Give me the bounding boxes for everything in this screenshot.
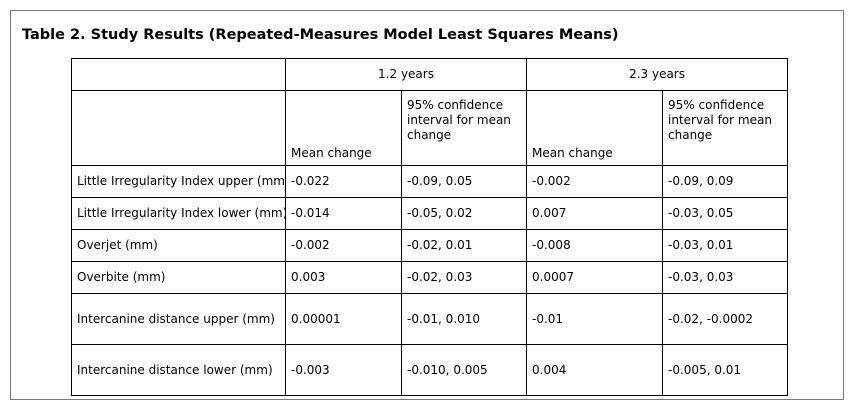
cell-ci-2-3y: -0.02, -0.0002 xyxy=(662,293,789,345)
cell-ci-1-2y: -0.02, 0.01 xyxy=(400,229,528,262)
group-header-2-3-years: 2.3 years xyxy=(526,58,789,91)
cell-mean-change-2-3y: 0.0007 xyxy=(526,261,664,294)
cell-mean-change-1-2y: -0.003 xyxy=(285,344,402,396)
cell-mean-change-2-3y: 0.007 xyxy=(526,197,664,230)
cell-ci-1-2y: -0.09, 0.05 xyxy=(400,165,528,198)
cell-ci-2-3y: -0.03, 0.01 xyxy=(662,229,789,262)
cell-mean-change-2-3y: -0.002 xyxy=(526,165,664,198)
subheader-row: Mean change 95% confidence interval for … xyxy=(71,90,789,166)
cell-mean-change-1-2y: 0.003 xyxy=(285,261,402,294)
table-row: Little Irregularity Index upper (mm) -0.… xyxy=(71,165,789,198)
table-row: Overbite (mm) 0.003 -0.02, 0.03 0.0007 -… xyxy=(71,261,789,294)
cell-ci-1-2y: -0.010, 0.005 xyxy=(400,344,528,396)
row-label: Overbite (mm) xyxy=(71,261,286,294)
row-label: Little Irregularity Index lower (mm) xyxy=(71,197,286,230)
row-label: Intercanine distance lower (mm) xyxy=(71,344,286,396)
cell-mean-change-1-2y: -0.022 xyxy=(285,165,402,198)
cell-ci-2-3y: -0.03, 0.03 xyxy=(662,261,789,294)
group-header-row: 1.2 years 2.3 years xyxy=(71,58,789,91)
subheader-ci-1: 95% confidence interval for mean change xyxy=(400,90,528,166)
results-table: 1.2 years 2.3 years Mean change 95% conf… xyxy=(71,58,789,396)
cell-ci-2-3y: -0.09, 0.09 xyxy=(662,165,789,198)
cell-mean-change-1-2y: 0.00001 xyxy=(285,293,402,345)
subheader-empty-cell xyxy=(71,90,286,166)
table-row: Intercanine distance lower (mm) -0.003 -… xyxy=(71,344,789,396)
cell-ci-1-2y: -0.05, 0.02 xyxy=(400,197,528,230)
row-label: Little Irregularity Index upper (mm) xyxy=(71,165,286,198)
cell-ci-1-2y: -0.01, 0.010 xyxy=(400,293,528,345)
cell-mean-change-2-3y: -0.008 xyxy=(526,229,664,262)
cell-ci-2-3y: -0.005, 0.01 xyxy=(662,344,789,396)
subheader-mean-change-1: Mean change xyxy=(285,90,402,166)
table-row: Little Irregularity Index lower (mm) -0.… xyxy=(71,197,789,230)
cell-mean-change-2-3y: 0.004 xyxy=(526,344,664,396)
cell-mean-change-1-2y: -0.014 xyxy=(285,197,402,230)
cell-mean-change-1-2y: -0.002 xyxy=(285,229,402,262)
header-empty-cell xyxy=(71,58,286,91)
cell-ci-2-3y: -0.03, 0.05 xyxy=(662,197,789,230)
row-label: Overjet (mm) xyxy=(71,229,286,262)
row-label: Intercanine distance upper (mm) xyxy=(71,293,286,345)
table-title: Table 2. Study Results (Repeated-Measure… xyxy=(22,27,619,43)
cell-mean-change-2-3y: -0.01 xyxy=(526,293,664,345)
subheader-mean-change-2: Mean change xyxy=(526,90,664,166)
group-header-1-2-years: 1.2 years xyxy=(284,58,528,91)
table-row: Intercanine distance upper (mm) 0.00001 … xyxy=(71,293,789,345)
cell-ci-1-2y: -0.02, 0.03 xyxy=(400,261,528,294)
table-row: Overjet (mm) -0.002 -0.02, 0.01 -0.008 -… xyxy=(71,229,789,262)
subheader-ci-2: 95% confidence interval for mean change xyxy=(662,90,789,166)
